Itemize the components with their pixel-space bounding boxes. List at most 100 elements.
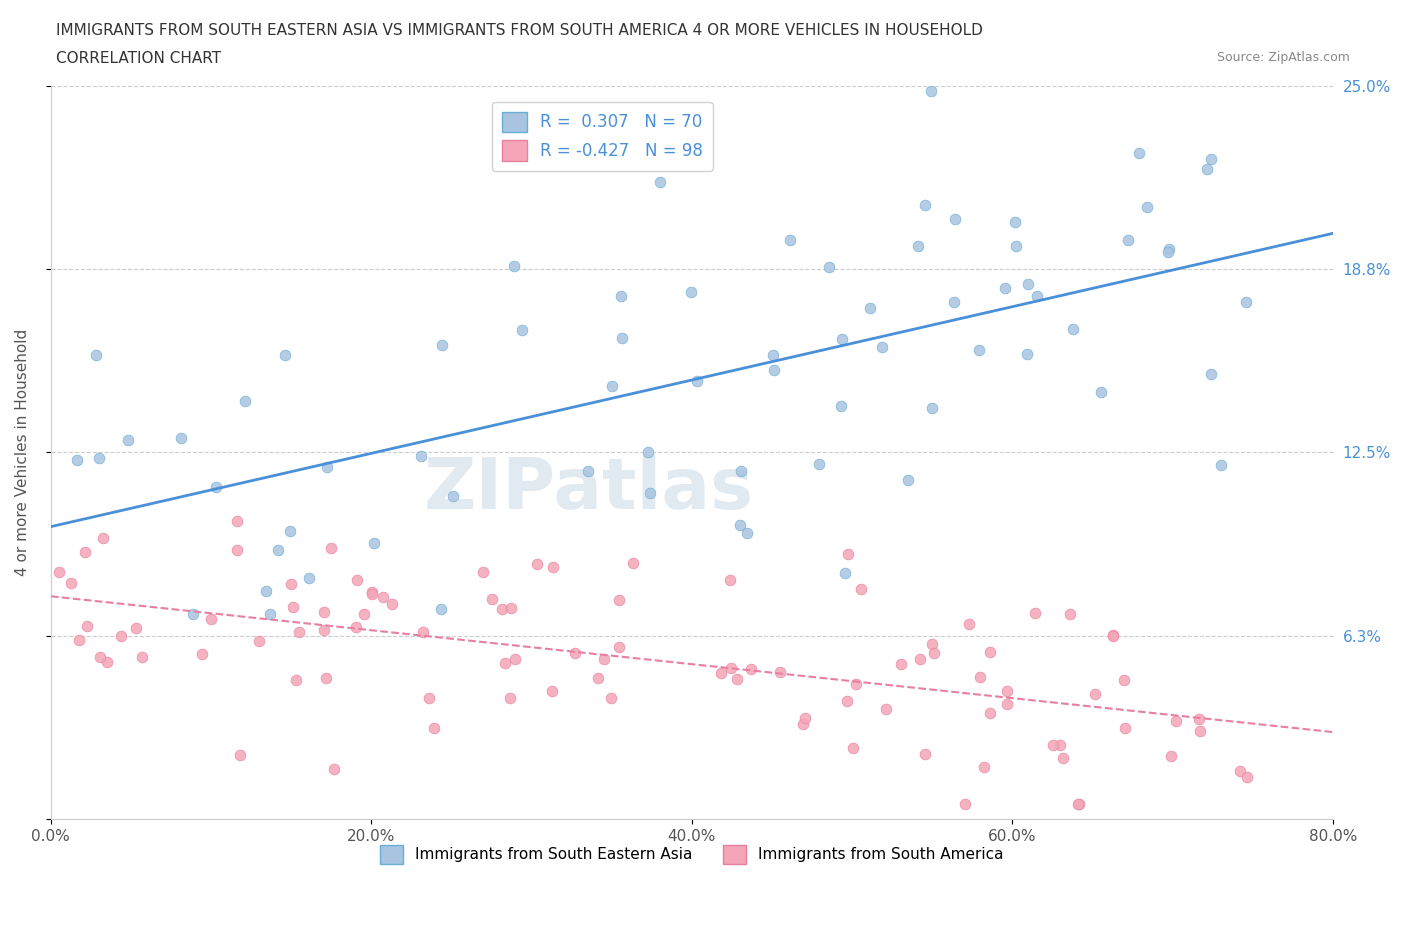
Point [229,748,252,763]
Point [763,363,786,378]
Point [942,295,965,310]
Point [510,323,533,338]
Point [769,665,792,680]
Point [908,652,931,667]
Point [973,760,995,775]
Point [360,587,382,602]
Point [914,197,936,212]
Point [247,633,270,648]
Point [1067,797,1090,812]
Point [1199,152,1222,166]
Point [890,657,912,671]
Point [921,400,943,415]
Point [87,451,110,466]
Point [1156,245,1178,259]
Point [897,473,920,488]
Point [503,651,526,666]
Point [1159,242,1181,257]
Point [259,606,281,621]
Point [637,445,659,459]
Point [607,639,630,654]
Point [599,690,621,705]
Point [740,661,762,676]
Point [315,459,337,474]
Point [267,543,290,558]
Point [1188,711,1211,726]
Text: Source: ZipAtlas.com: Source: ZipAtlas.com [1216,51,1350,64]
Point [957,617,980,631]
Point [1118,232,1140,247]
Point [481,591,503,606]
Point [1066,797,1088,812]
Point [593,652,616,667]
Point [181,606,204,621]
Point [564,645,586,660]
Point [205,480,228,495]
Point [872,339,894,354]
Point [418,691,440,706]
Point [96,654,118,669]
Point [1049,737,1071,752]
Point [84,348,107,363]
Point [842,741,865,756]
Point [494,656,516,671]
Point [792,717,814,732]
Point [1195,162,1218,177]
Point [288,625,311,640]
Point [779,232,801,247]
Point [499,690,522,705]
Point [835,693,858,708]
Point [725,671,748,686]
Point [285,672,308,687]
Point [1114,672,1136,687]
Point [430,338,453,352]
Point [607,592,630,607]
Point [73,545,96,560]
Point [278,524,301,538]
Point [540,684,562,698]
Legend: Immigrants from South Eastern Asia, Immigrants from South America: Immigrants from South Eastern Asia, Immi… [374,839,1010,870]
Point [315,671,337,685]
Point [1101,628,1123,643]
Point [298,571,321,586]
Point [254,584,277,599]
Point [1042,738,1064,753]
Point [807,457,830,472]
Point [1059,607,1081,622]
Point [817,260,839,275]
Point [720,660,742,675]
Point [274,347,297,362]
Point [600,379,623,393]
Point [430,602,453,617]
Point [610,331,633,346]
Point [323,761,346,776]
Point [226,542,249,557]
Point [979,644,1001,659]
Point [943,211,966,226]
Point [60,576,83,591]
Point [1024,605,1046,620]
Point [526,556,548,571]
Point [1017,276,1039,291]
Point [1084,686,1107,701]
Point [191,646,214,661]
Point [648,175,671,190]
Point [1164,713,1187,728]
Point [834,566,856,581]
Point [638,485,661,500]
Point [110,629,132,644]
Point [979,706,1001,721]
Text: ZIPatlas: ZIPatlas [425,455,755,524]
Point [412,625,434,640]
Point [131,649,153,664]
Point [794,711,817,725]
Point [472,565,495,579]
Point [1052,751,1074,765]
Point [499,600,522,615]
Point [679,285,702,299]
Point [1209,458,1232,472]
Point [921,637,943,652]
Point [125,620,148,635]
Point [1004,215,1026,230]
Point [953,797,976,812]
